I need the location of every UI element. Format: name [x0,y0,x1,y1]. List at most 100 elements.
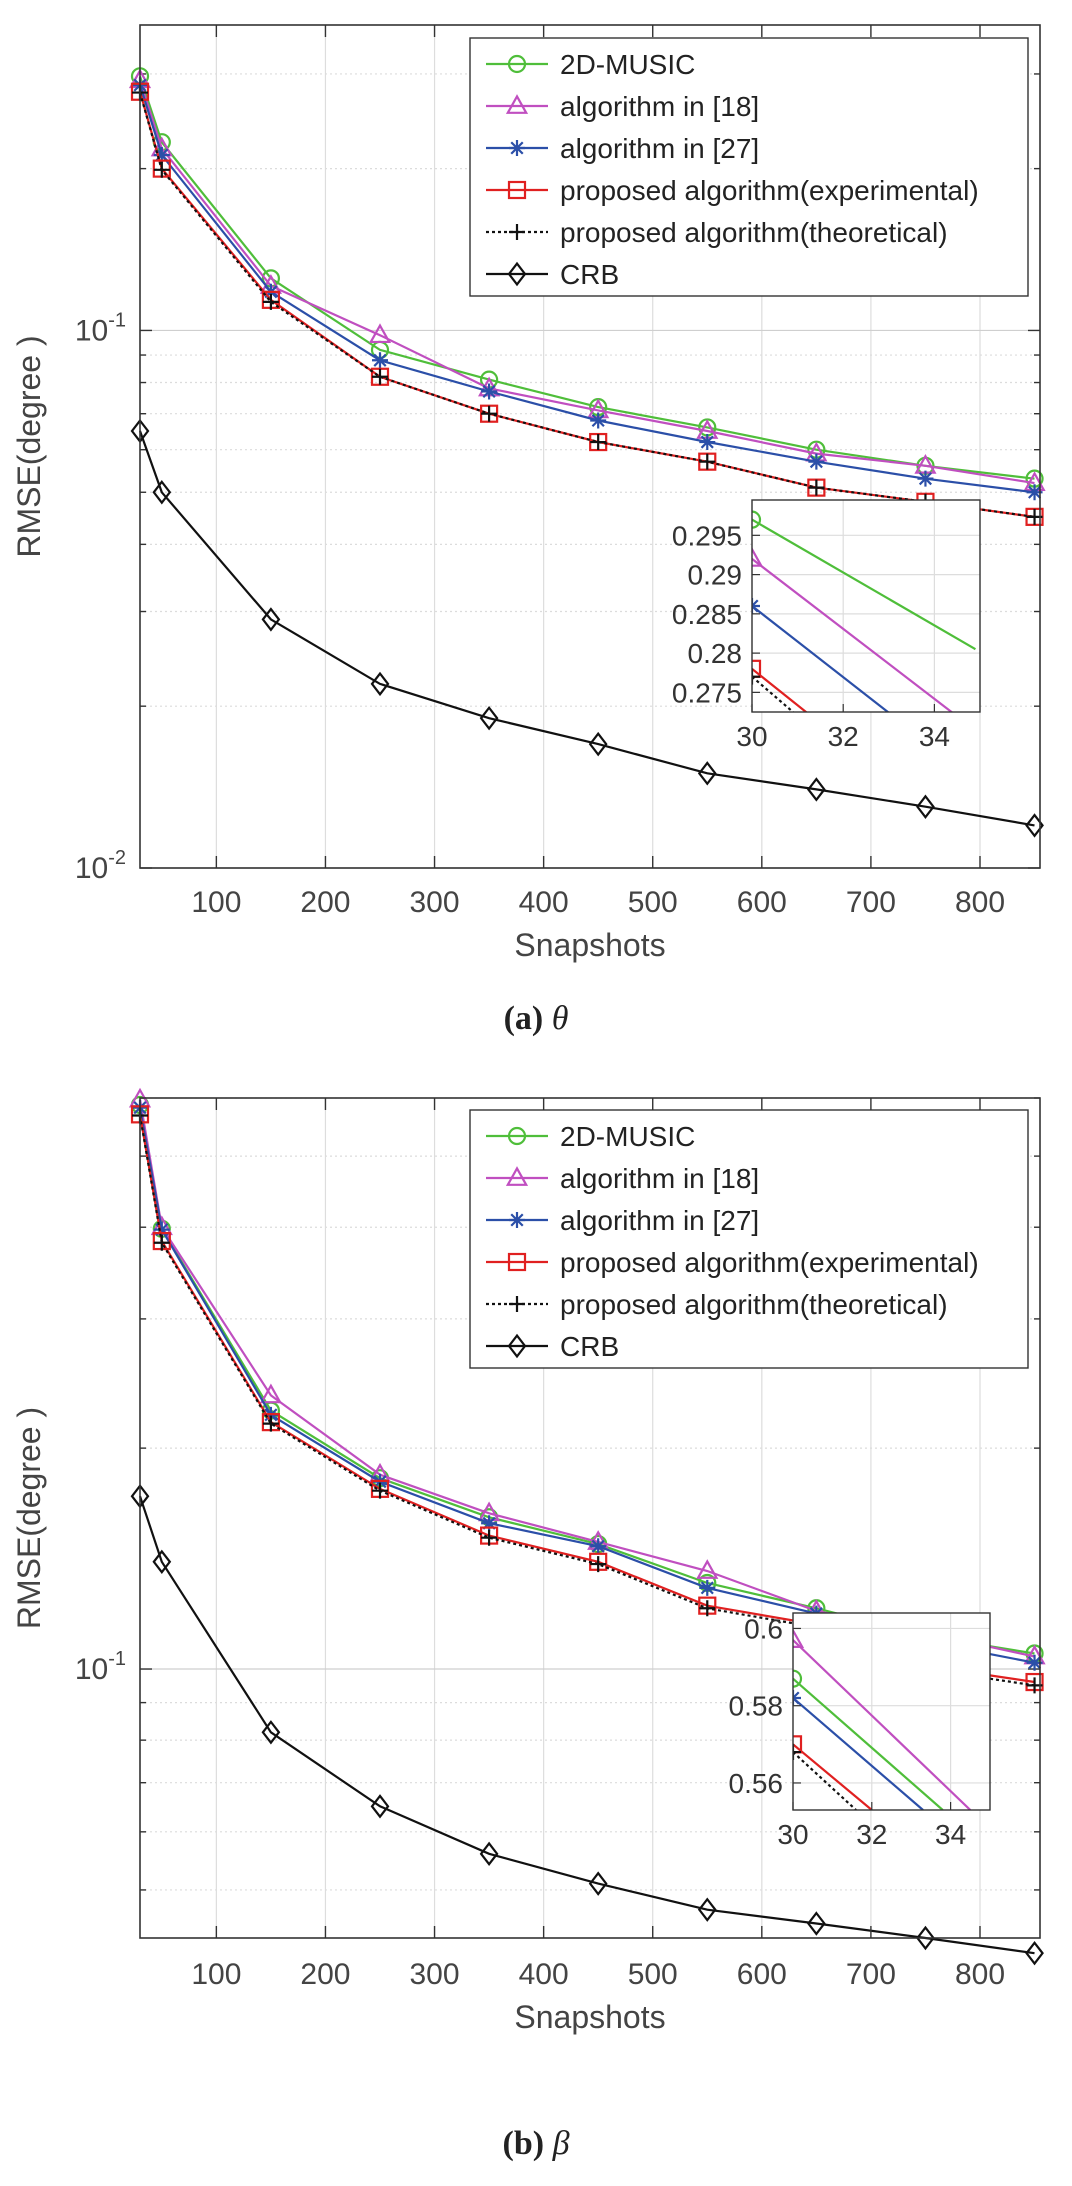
chart-b-ytick-label--1: 10-1 [75,1648,126,1686]
chart-a-point-proposed-algorithm-theoretical-450 [590,434,607,451]
chart-b-point-crb-550 [697,1897,717,1922]
caption-b: (b) β [0,2125,1072,2163]
chart-b-inset: 30 32 34 0.56 0.58 0.6 [729,1612,991,1850]
chart-a-point-crb-750 [916,794,935,819]
chart-b-point-algorithm-in-27-50 [153,1221,170,1238]
chart-a-point-proposed-algorithm-theoretical-550 [699,453,716,470]
chart-a-legend-label-proposed-algorithm-experimental: proposed algorithm(experimental) [560,175,979,206]
chart-a-xtick-label-400: 400 [519,886,569,919]
chart-a-line-2d-music [138,75,1035,480]
chart-b-legend-marker-crb [507,1333,527,1359]
chart-a-line-algorithm-in-18 [138,79,1035,485]
chart-b-legend-label-algorithm-in-27: algorithm in [27] [560,1205,759,1236]
chart-a-legend-label-crb: CRB [560,259,619,290]
chart-b-inset-xtick-label-34: 34 [935,1819,966,1850]
chart-b-inset-marker-proposed-algorithm-theoretical [793,1744,801,1761]
chart-a-point-crb-150 [261,607,281,632]
chart-a-point-crb-550 [697,761,717,786]
chart-b-xlabel: Snapshots [514,1999,665,2035]
chart-b-inset-ytick-label-2: 0.6 [744,1613,783,1644]
chart-a-point-proposed-algorithm-theoretical-250 [372,368,388,385]
chart-b-point-crb-250 [370,1794,390,1819]
chart-b-inset-ytick-label-0: 0.56 [729,1768,784,1799]
chart-b-point-crb-850 [1025,1940,1044,1966]
chart-a-legend-marker-algorithm-in-18 [505,94,529,114]
chart-b-point-algorithm-in-27-350 [481,1515,498,1532]
chart-b-legend: 2D-MUSIC algorithm in [18] algorithm in [2… [469,1109,1029,1369]
chart-b-legend-marker-proposed-algorithm-theoretical [509,1296,525,1312]
chart-b-point-algorithm-in-18-150 [259,1383,282,1404]
caption-b-label: (b) [502,2125,545,2162]
chart-a-inset-line-2d-music [752,518,976,651]
chart-a-xtick-label-700: 700 [846,886,896,919]
chart-b-legend-marker-algorithm-in-27 [509,1212,525,1228]
chart-a-point-proposed-algorithm-theoretical-350 [481,405,498,422]
chart-a-ylabel: RMSE(degree ) [11,335,47,557]
chart-b-inset-line-algorithm-in-27 [793,1697,924,1810]
chart-a-point-algorithm-in-27-750 [917,470,934,487]
chart-a-inset-marker-algorithm-in-18 [752,547,764,567]
chart-b-inset-xtick-label-30: 30 [777,1819,808,1850]
chart-a-line-algorithm-in-27 [138,84,1035,494]
chart-b-legend-label-2d-music: 2D-MUSIC [560,1121,695,1152]
chart-a-point-algorithm-in-27-650 [808,453,825,470]
chart-a-legend-marker-2d-music [507,54,527,74]
chart-a-point-crb-350 [479,705,499,731]
chart-a-inset-line-algorithm-in-27 [752,605,890,712]
caption-a: (a) θ [0,1000,1072,1038]
chart-a-legend-marker-proposed-algorithm-experimental [507,180,527,200]
chart-b-ylabel: RMSE(degree ) [11,1407,47,1629]
caption-b-symbol: β [552,2125,570,2162]
chart-b-legend-label-algorithm-in-18: algorithm in [18] [560,1163,759,1194]
chart-a-legend-label-algorithm-in-27: algorithm in [27] [560,133,759,164]
caption-a-symbol: θ [551,1000,569,1037]
chart-b-inset-marker-proposed-algorithm-experimental [793,1735,803,1754]
chart-a-inset-ytick-label-3: 0.29 [688,560,743,591]
chart-a-xlabel: Snapshots [514,927,665,963]
chart-a-point-algorithm-in-27-50 [153,147,170,164]
chart-b-inset-line-2d-music [793,1677,944,1810]
chart-b-point-algorithm-in-27-850 [1026,1654,1043,1671]
chart-a-legend-box [469,37,1029,297]
chart-b-inset-line-proposed-algorithm-theoretical [793,1751,857,1810]
chart-b-point-proposed-algorithm-theoretical-550 [699,1600,716,1617]
chart-a-inset-marker-proposed-algorithm-theoretical [752,668,760,685]
chart-b-point-crb-750 [916,1925,935,1951]
chart-a-point-algorithm-in-27-550 [699,434,716,451]
chart-a-inset-area [752,500,980,712]
chart-b-xtick-label-500: 500 [628,1958,678,1991]
chart-b-legend-label-crb: CRB [560,1331,619,1362]
chart-a-inset-ytick-label-2: 0.285 [672,599,742,630]
chart-b-point-crb-350 [479,1841,499,1867]
chart-b-point-crb-650 [806,1911,826,1936]
chart-a-inset: 30 32 34 0.275 0.28 0.285 0.29 0.295 [672,499,981,752]
chart-b-point-proposed-algorithm-theoretical-250 [372,1482,388,1499]
chart-a-inset-box [751,499,981,713]
chart-b-legend-marker-proposed-algorithm-experimental [507,1252,527,1272]
chart-a-legend-label-2d-music: 2D-MUSIC [560,49,695,80]
chart-a-line-proposed-algorithm-theoretical [138,92,1035,518]
chart-a-legend: 2D-MUSIC algorithm in [18] algorithm in [2… [469,37,1029,297]
chart-a-legend-label-proposed-algorithm-theoretical: proposed algorithm(theoretical) [560,217,948,248]
chart-a-inset-xtick-label-32: 32 [828,721,859,752]
chart-a-inset-marker-proposed-algorithm-experimental [752,659,762,678]
chart-a-inset-xtick-label-34: 34 [919,721,950,752]
chart-a-point-crb-250 [370,671,390,697]
chart-b-legend-label-proposed-algorithm-experimental: proposed algorithm(experimental) [560,1247,979,1278]
chart-b-xtick-label-800: 800 [955,1958,1005,1991]
chart-b-inset-marker-algorithm-in-18 [793,1628,805,1648]
chart-a-xtick-label-800: 800 [955,886,1005,919]
chart-a-legend-label-algorithm-in-18: algorithm in [18] [560,91,759,122]
chart-a-inset-ytick-label-4: 0.295 [672,520,742,551]
chart-b-point-algorithm-in-18-550 [696,1559,719,1579]
chart-a-legend-marker-algorithm-in-27 [509,140,525,156]
chart-a-legend-marker-proposed-algorithm-theoretical [509,224,525,240]
chart-b-xtick-label-400: 400 [519,1958,569,1991]
chart-a-point-algorithm-in-18-250 [368,323,392,344]
chart-b-xtick-label-300: 300 [410,1958,460,1991]
chart-b-point-crb-50 [152,1549,172,1575]
chart-b-legend-box [469,1109,1029,1369]
chart-a-inset-lines [752,510,976,712]
chart-a-ytick-label--1: 10-1 [75,309,126,347]
